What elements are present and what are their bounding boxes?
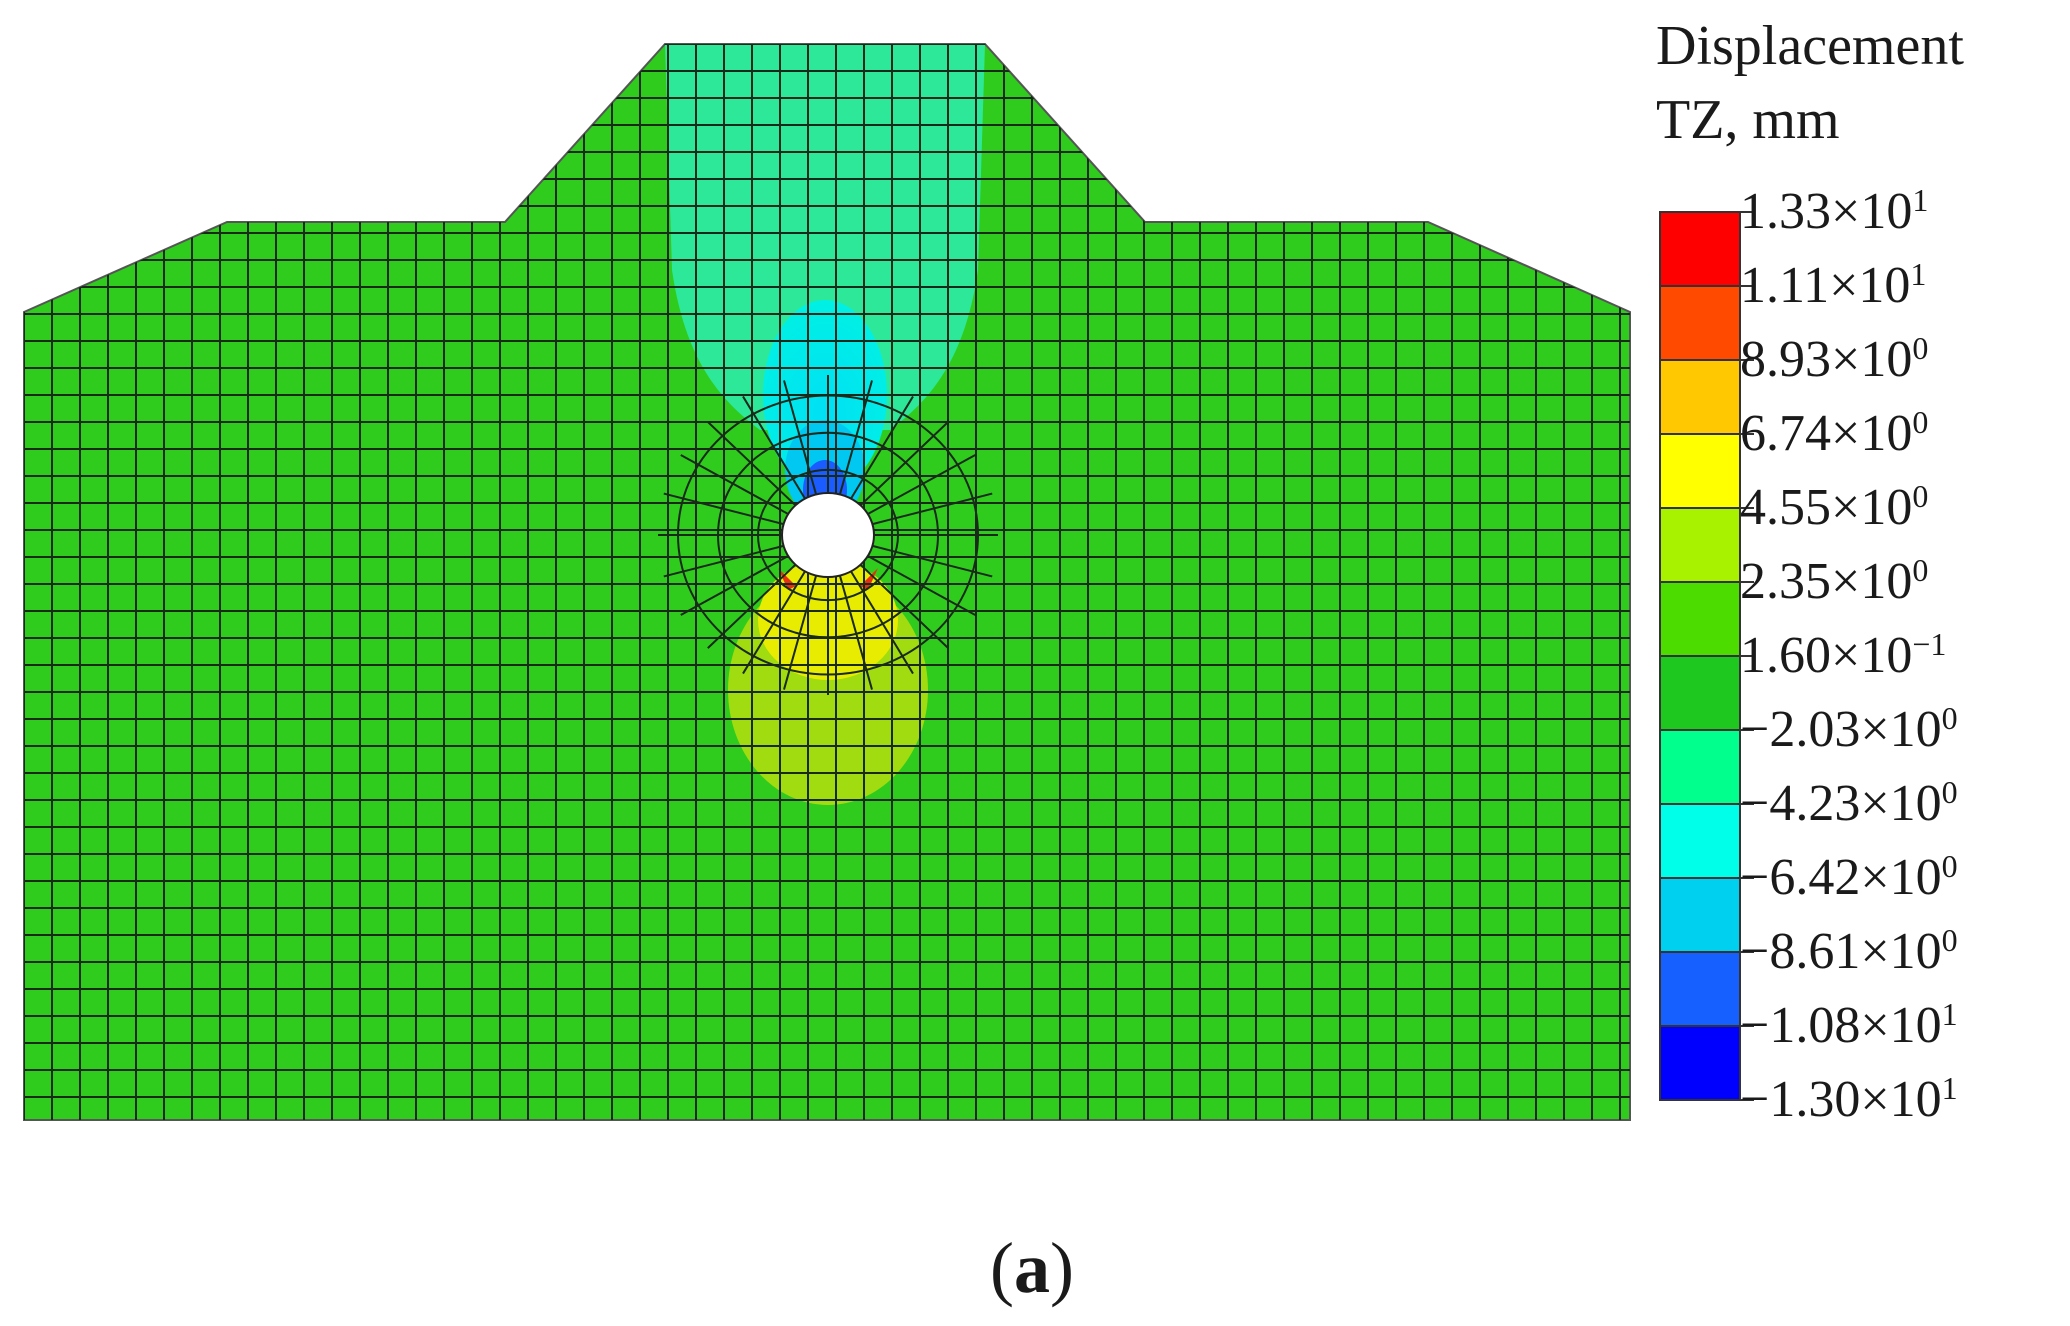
legend-label: −6.42×100 — [1740, 848, 1958, 906]
legend-label: 4.55×100 — [1740, 478, 1929, 536]
legend-label: 1.33×101 — [1740, 182, 1929, 240]
figure-caption: (a) — [990, 1228, 1074, 1308]
legend-swatch — [1659, 359, 1741, 435]
legend-swatch — [1659, 507, 1741, 583]
legend-swatch — [1659, 729, 1741, 805]
legend-color-bar — [1659, 211, 1754, 1101]
legend-label: 1.60×10−1 — [1740, 626, 1947, 684]
legend-label: 8.93×100 — [1740, 330, 1929, 388]
legend-swatch — [1659, 285, 1741, 361]
legend-label: −2.03×100 — [1740, 700, 1958, 758]
legend-swatch — [1659, 1025, 1741, 1101]
legend-label: −8.61×100 — [1740, 922, 1958, 980]
legend-title-line1: Displacement — [1656, 15, 1964, 77]
legend-label: 6.74×100 — [1740, 404, 1929, 462]
tunnel-opening — [781, 492, 875, 578]
band-negative-small — [665, 44, 985, 430]
legend-swatch — [1659, 951, 1741, 1027]
legend-swatch — [1659, 211, 1741, 287]
legend-label: 1.11×101 — [1740, 256, 1927, 314]
mesh-ring — [717, 431, 939, 639]
legend-swatch — [1659, 433, 1741, 509]
legend-swatch — [1659, 803, 1741, 879]
legend-label: 2.35×100 — [1740, 552, 1929, 610]
legend-swatch — [1659, 581, 1741, 657]
legend-swatch — [1659, 655, 1741, 731]
model-section — [23, 43, 1631, 1121]
legend-label: −4.23×100 — [1740, 774, 1958, 832]
legend-swatch — [1659, 877, 1741, 953]
mesh-ring — [677, 394, 979, 676]
legend-label: −1.08×101 — [1740, 996, 1958, 1054]
mesh-ring — [757, 468, 899, 602]
legend-title-line2: TZ, mm — [1656, 89, 1840, 151]
legend-label: −1.30×101 — [1740, 1070, 1958, 1128]
